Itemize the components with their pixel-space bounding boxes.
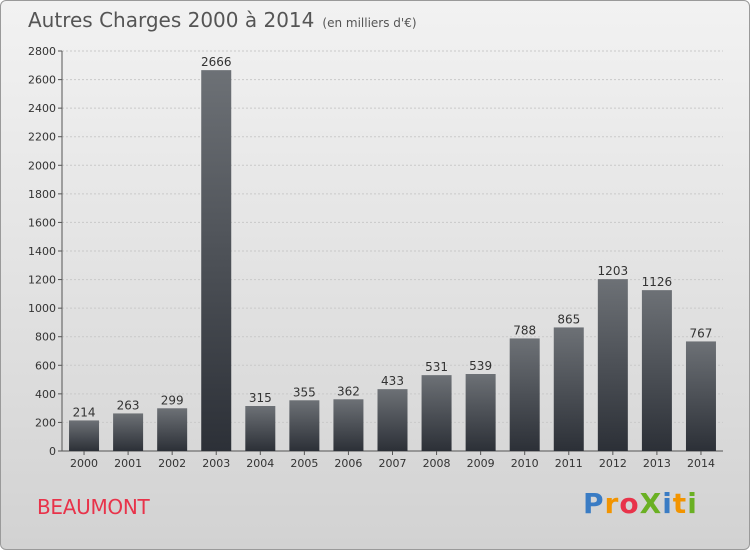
bar <box>465 374 496 451</box>
chart-title: Autres Charges 2000 à 2014 (en milliers d… <box>28 8 417 32</box>
y-tick-label: 0 <box>49 445 56 458</box>
bars <box>69 70 716 452</box>
y-tick-label: 800 <box>35 331 56 344</box>
y-tick-label: 2600 <box>28 74 56 87</box>
bar <box>553 327 584 451</box>
title-unit: (en milliers d'€) <box>322 16 417 30</box>
x-tick-label: 2004 <box>246 457 274 470</box>
y-tick-label: 2000 <box>28 159 56 172</box>
y-tick-label: 2400 <box>28 102 56 115</box>
x-tick-label: 2013 <box>643 457 671 470</box>
x-tick-label: 2006 <box>334 457 362 470</box>
x-tick-label: 2003 <box>202 457 230 470</box>
y-tick-label: 1600 <box>28 216 56 229</box>
logo-letter: o <box>619 487 640 520</box>
data-label: 433 <box>381 374 404 388</box>
bar <box>685 341 716 451</box>
data-label: 767 <box>690 326 713 340</box>
data-label: 531 <box>425 360 448 374</box>
logo-letter: i <box>662 487 673 520</box>
bar <box>289 400 320 451</box>
title-text: Autres Charges 2000 à 2014 <box>28 8 315 32</box>
data-label: 1203 <box>598 264 629 278</box>
y-tick-label: 1200 <box>28 274 56 287</box>
y-tick-label: 1000 <box>28 302 56 315</box>
logo-letter: P <box>583 487 605 520</box>
x-tick-label: 2011 <box>555 457 583 470</box>
y-tick-label: 400 <box>35 388 56 401</box>
data-label: 299 <box>161 393 184 407</box>
bar <box>377 389 408 451</box>
bar <box>641 290 672 451</box>
data-label: 263 <box>117 398 140 412</box>
data-label: 362 <box>337 384 360 398</box>
bar <box>509 338 540 451</box>
x-tick-label: 2009 <box>467 457 495 470</box>
y-tick-label: 1400 <box>28 245 56 258</box>
y-tick-label: 200 <box>35 416 56 429</box>
bar <box>201 70 232 452</box>
x-tick-label: 2010 <box>511 457 539 470</box>
data-label: 214 <box>73 405 96 419</box>
logo-letter: t <box>672 487 688 520</box>
y-tick-labels: 0 200 400 600 800 1000 1200 1400 1600 1800 2000 220… <box>28 45 56 458</box>
data-label: 539 <box>469 359 492 373</box>
x-tick-label: 2007 <box>379 457 407 470</box>
y-tick-label: 2800 <box>28 45 56 58</box>
data-label: 1126 <box>642 275 673 289</box>
bar <box>245 406 276 451</box>
x-tick-label: 2002 <box>158 457 186 470</box>
data-label: 315 <box>249 391 272 405</box>
bar <box>333 399 364 451</box>
bar <box>113 413 144 451</box>
x-tick-label: 2000 <box>70 457 98 470</box>
data-label: 2666 <box>201 55 232 69</box>
commune-name: BEAUMONT <box>37 495 150 519</box>
logo-letter: i <box>687 487 698 520</box>
data-label: 865 <box>557 312 580 326</box>
bar <box>157 408 188 451</box>
x-tick-label: 2005 <box>290 457 318 470</box>
bar <box>597 279 628 451</box>
bar <box>69 420 100 451</box>
x-tick-label: 2001 <box>114 457 142 470</box>
proxiti-logo: ProXiti <box>583 487 698 520</box>
y-tick-label: 1800 <box>28 188 56 201</box>
data-label: 788 <box>513 323 536 337</box>
logo-letter: r <box>604 487 620 520</box>
y-tick-label: 600 <box>35 359 56 372</box>
x-tick-label: 2008 <box>423 457 451 470</box>
x-tick-label: 2014 <box>687 457 715 470</box>
x-tick-labels: 2000 2001 2002 2003 2004 2005 2006 2007 2008 2009… <box>70 457 715 470</box>
logo-letter: X <box>639 487 663 520</box>
x-tick-label: 2012 <box>599 457 627 470</box>
bar <box>421 375 452 451</box>
data-label: 355 <box>293 385 316 399</box>
y-tick-label: 2200 <box>28 131 56 144</box>
data-labels: 214 263 299 2666 315 355 362 433 531 539 788 865 120… <box>73 55 713 419</box>
